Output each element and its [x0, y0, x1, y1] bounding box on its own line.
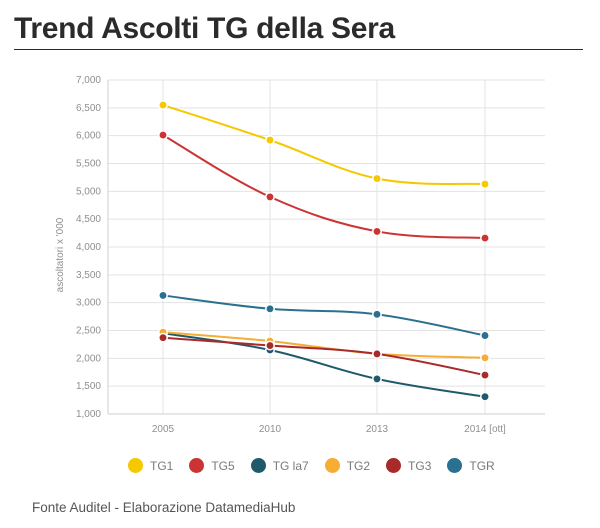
- legend-marker: [189, 458, 205, 473]
- x-tick-label: 2013: [366, 424, 389, 435]
- source-note: Fonte Auditel - Elaborazione DatamediaHu…: [32, 500, 296, 515]
- legend-label: TGR: [469, 458, 495, 473]
- data-point: [158, 332, 168, 343]
- x-tick-label: 2010: [259, 424, 282, 435]
- data-point: [480, 330, 490, 341]
- data-point: [372, 348, 382, 359]
- legend-marker: [324, 458, 340, 473]
- legend-label: TG1: [150, 458, 174, 473]
- series-layer: [158, 100, 490, 402]
- chart-legend: TG1 TG5 TG la7 TG2 TG3 TGR: [128, 458, 511, 473]
- legend-item-tg-la7: TG la7: [250, 458, 309, 473]
- legend-item-tg1: TG1: [128, 458, 173, 473]
- legend-label: TG3: [408, 458, 432, 473]
- data-point: [480, 233, 490, 244]
- y-tick-label: 2,000: [76, 353, 101, 364]
- y-tick-label: 5,500: [76, 159, 101, 170]
- series-tg3: [158, 332, 490, 380]
- legend-label: TG5: [211, 458, 235, 473]
- data-point: [480, 179, 490, 190]
- data-point: [158, 100, 168, 111]
- x-tick-label: 2005: [152, 424, 175, 435]
- y-tick-label: 3,500: [76, 270, 101, 281]
- data-point: [480, 352, 490, 363]
- y-tick-label: 4,000: [76, 242, 101, 253]
- data-point: [372, 173, 382, 184]
- series-tg5: [158, 130, 490, 244]
- legend-label: TG2: [346, 458, 371, 473]
- series-line-tg2: [162, 331, 486, 359]
- data-point: [372, 226, 382, 237]
- legend-marker: [128, 458, 143, 473]
- series-line-tgr: [162, 294, 486, 337]
- data-point: [265, 303, 275, 314]
- data-point: [372, 373, 382, 384]
- page-title: Trend Ascolti TG della Sera: [14, 12, 395, 45]
- y-tick-label: 7,000: [76, 75, 101, 86]
- legend-marker: [250, 458, 266, 473]
- legend-marker: [386, 458, 402, 473]
- data-point: [265, 340, 275, 351]
- y-tick-label: 2,500: [76, 326, 101, 337]
- axes: 1,000 1,500 2,000 2,500 3,000 3,500 4,000 4,500…: [76, 75, 545, 435]
- series-line-tg5: [162, 134, 486, 240]
- legend-item-tg5: TG5: [189, 458, 235, 473]
- series-line-tg1: [162, 104, 486, 186]
- y-tick-label: 3,000: [76, 298, 101, 309]
- legend-item-tg2: TG2: [324, 458, 371, 473]
- series-tg2: [158, 327, 490, 363]
- legend-label: TG la7: [272, 458, 309, 473]
- data-point: [158, 290, 168, 301]
- data-point: [158, 130, 168, 141]
- data-point: [480, 370, 490, 380]
- x-tick-label: 2014 [ott]: [464, 424, 506, 435]
- y-axis-label: ascoltatori x '000: [55, 217, 66, 292]
- y-tick-label: 4,500: [76, 214, 101, 225]
- data-point: [265, 135, 275, 146]
- series-tgr: [158, 290, 490, 341]
- y-tick-label: 6,000: [76, 131, 101, 142]
- legend-item-tg3: TG3: [386, 458, 431, 473]
- grid-lines: [108, 79, 545, 415]
- legend-item-tgr: TGR: [447, 458, 495, 473]
- data-point: [372, 309, 382, 320]
- y-tick-label: 6,500: [76, 103, 101, 114]
- legend-marker: [447, 458, 463, 473]
- series-line-tg-la7: [162, 332, 486, 398]
- title-divider: [14, 49, 583, 50]
- y-tick-label: 1,000: [76, 409, 101, 420]
- series-tg1: [158, 100, 490, 190]
- y-tick-label: 1,500: [76, 381, 101, 392]
- data-point: [265, 191, 275, 202]
- series-line-tg3: [162, 336, 486, 377]
- data-point: [480, 391, 490, 402]
- y-tick-label: 5,000: [76, 186, 101, 197]
